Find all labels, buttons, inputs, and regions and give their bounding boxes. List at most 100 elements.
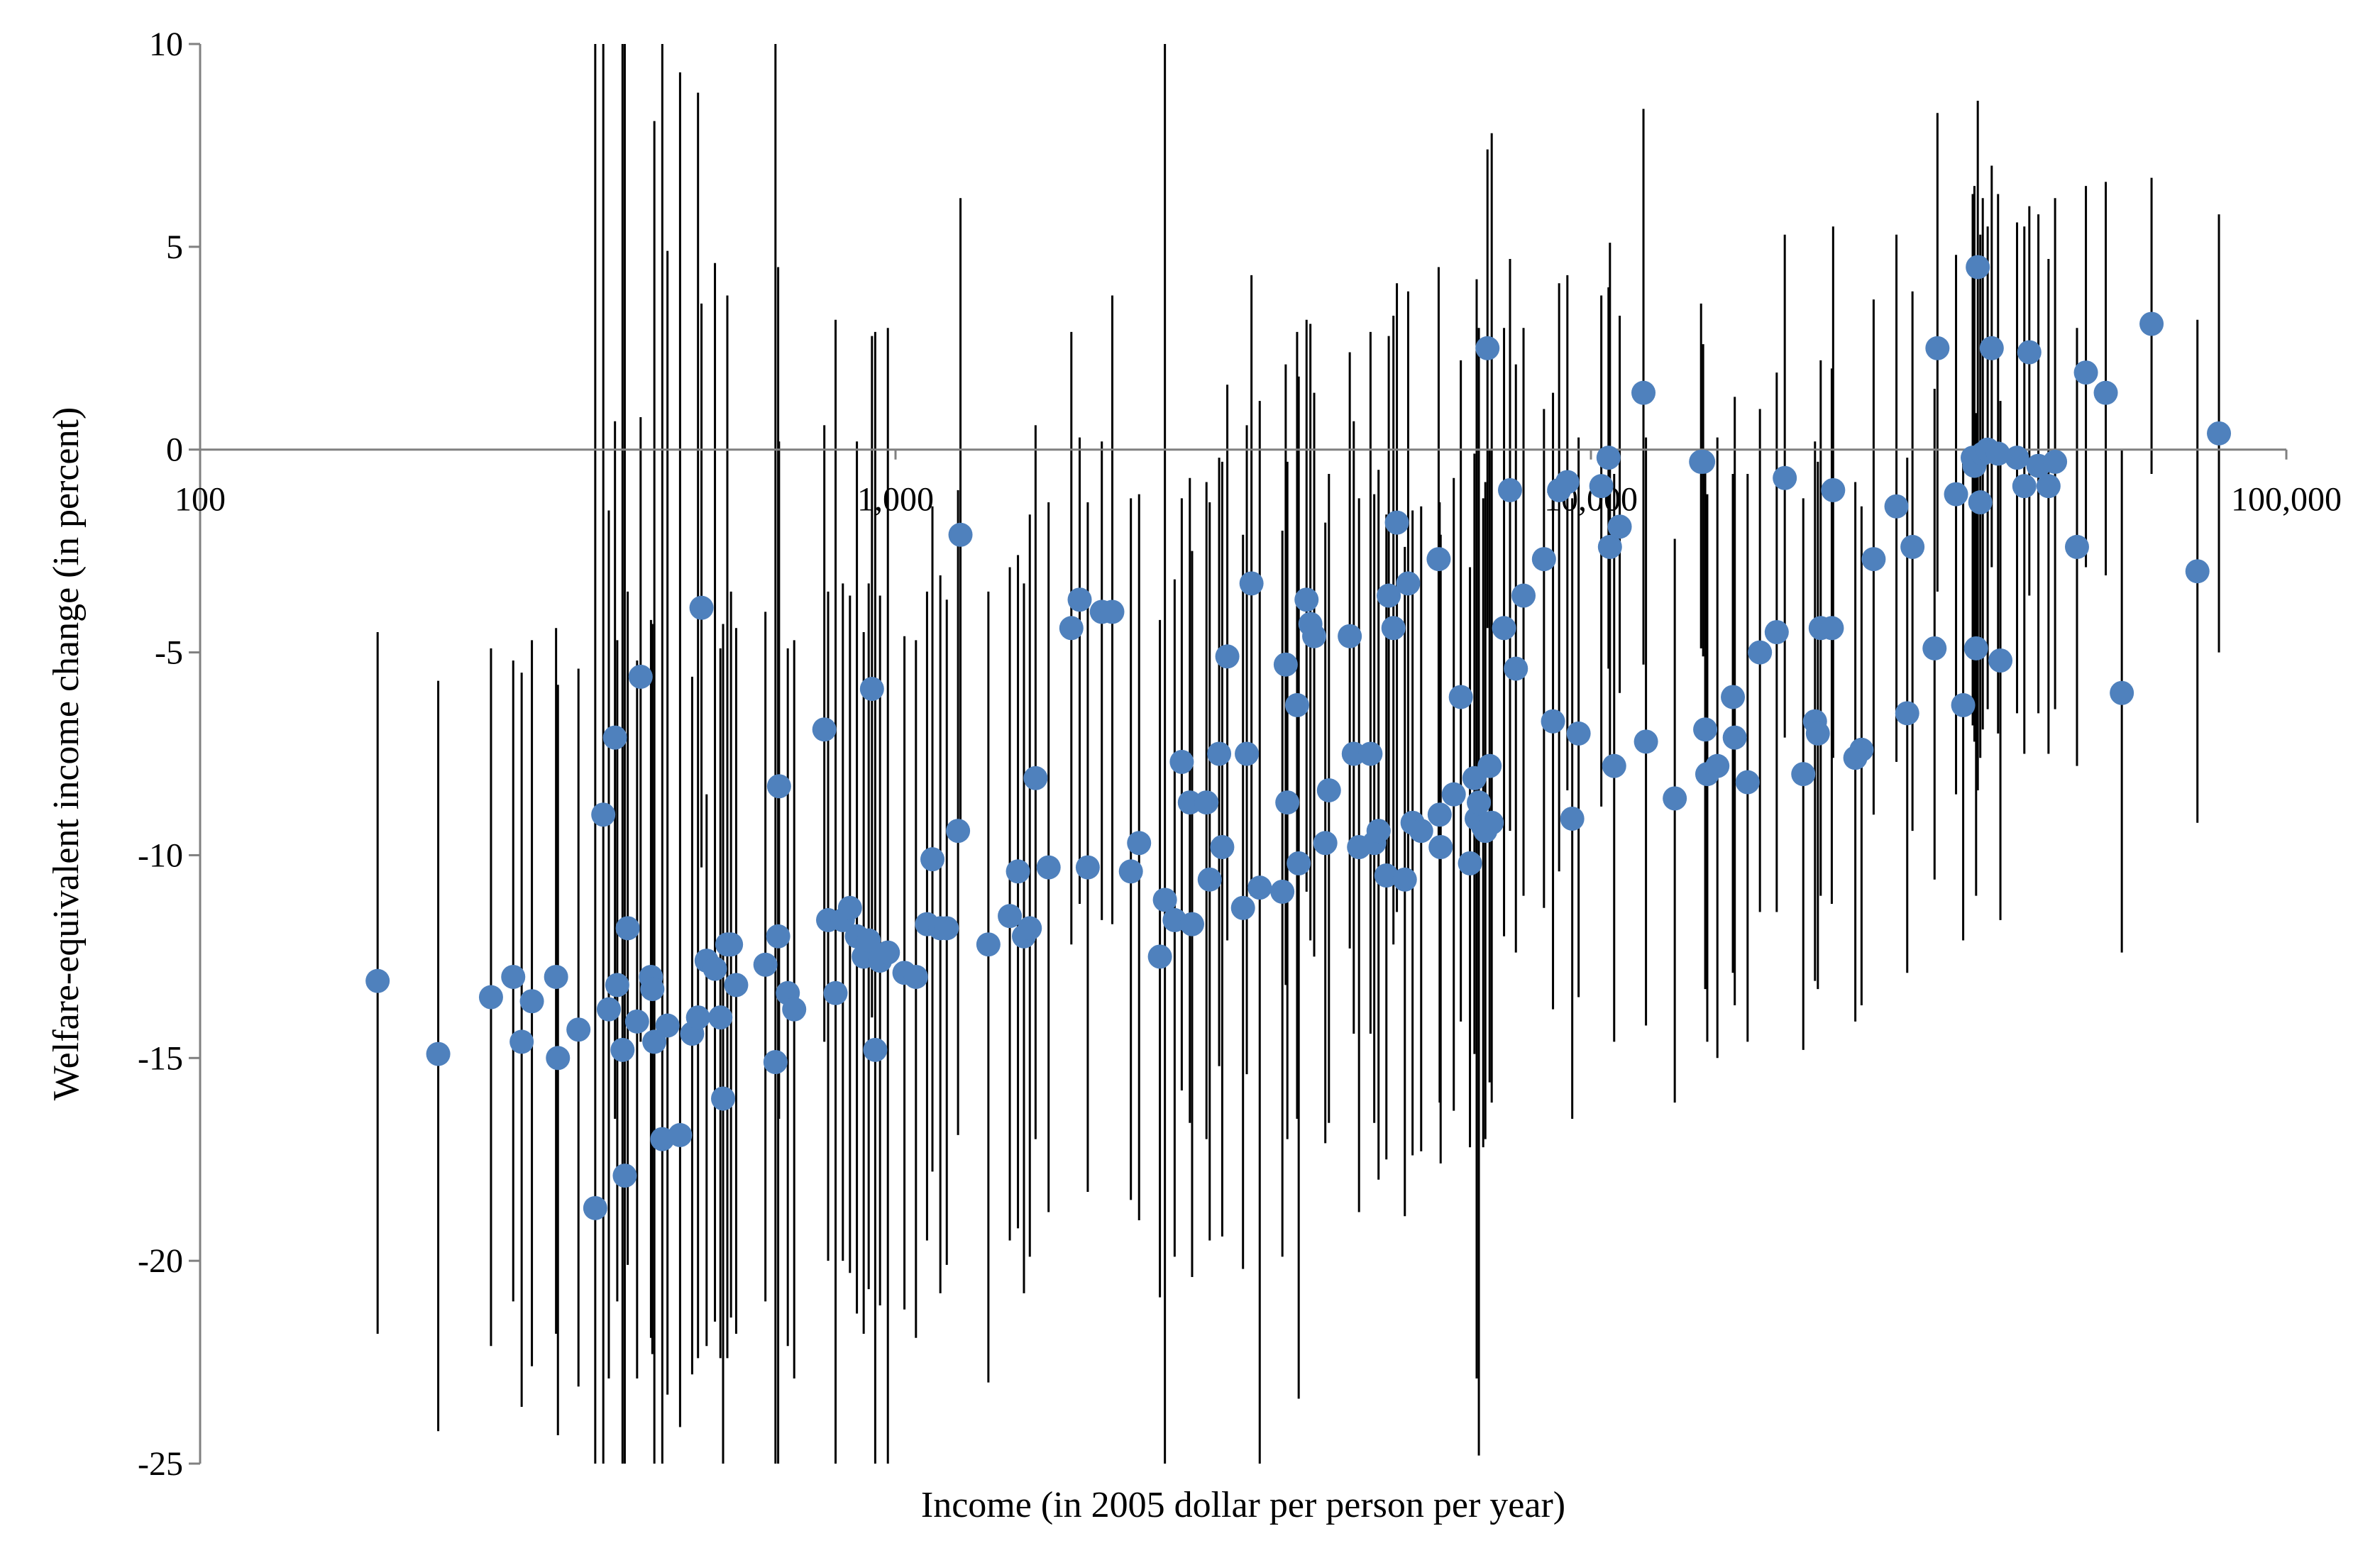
- data-point: [1275, 790, 1300, 815]
- data-point: [1023, 766, 1048, 790]
- data-point: [1428, 834, 1453, 859]
- x-axis-title: Income (in 2005 dollar per person per ye…: [921, 1485, 1565, 1525]
- data-point: [1475, 336, 1500, 360]
- data-point: [1247, 875, 1272, 900]
- data-point: [1409, 819, 1433, 844]
- data-point: [596, 997, 621, 1022]
- data-point: [1963, 636, 1988, 661]
- y-tick-label: 5: [166, 228, 183, 266]
- data-point: [2043, 449, 2068, 474]
- data-point: [1663, 786, 1687, 811]
- data-point: [1805, 721, 1830, 746]
- data-point: [1294, 587, 1319, 612]
- data-point: [1819, 616, 1844, 641]
- data-point: [703, 956, 727, 981]
- data-point: [1366, 819, 1391, 844]
- data-point: [1607, 514, 1632, 539]
- error-bars: [376, 44, 2220, 1464]
- data-point: [1448, 685, 1473, 709]
- data-point: [1067, 587, 1092, 612]
- data-point: [1381, 616, 1406, 641]
- data-point: [920, 847, 945, 872]
- data-point: [1338, 624, 1362, 648]
- data-point: [1691, 449, 1716, 474]
- data-point: [1504, 656, 1528, 681]
- data-point: [1207, 741, 1232, 766]
- data-point: [812, 717, 837, 742]
- data-point: [859, 677, 884, 702]
- data-point: [1179, 912, 1204, 936]
- data-point: [766, 924, 790, 949]
- y-axis-title: Welfare-equivalent income change (in per…: [46, 407, 87, 1101]
- data-point: [640, 977, 665, 1002]
- data-point: [1693, 717, 1718, 742]
- data-point: [1235, 741, 1260, 766]
- data-point: [1821, 477, 1846, 502]
- data-point: [591, 802, 616, 827]
- data-point: [605, 973, 629, 997]
- data-point: [1597, 534, 1622, 559]
- data-point: [1705, 753, 1730, 778]
- data-point: [1480, 810, 1504, 835]
- data-point: [1722, 725, 1747, 750]
- data-point: [719, 932, 744, 957]
- data-point: [1075, 855, 1100, 880]
- data-point: [1147, 944, 1172, 969]
- y-tick-label: -15: [138, 1039, 183, 1077]
- data-point: [1602, 753, 1626, 778]
- y-tick-label: -10: [138, 836, 183, 874]
- data-point: [1895, 701, 1919, 726]
- data-point: [1849, 737, 1874, 762]
- data-point: [2207, 421, 2232, 446]
- data-point: [610, 1037, 635, 1062]
- data-point: [1358, 741, 1383, 766]
- data-point: [1392, 867, 1417, 892]
- data-point: [753, 952, 778, 977]
- data-point: [763, 1050, 788, 1075]
- data-point: [2110, 680, 2134, 705]
- data-point: [501, 964, 526, 989]
- data-point: [615, 916, 640, 941]
- data-point: [668, 1122, 693, 1147]
- data-point: [1497, 477, 1522, 502]
- data-point: [655, 1013, 680, 1038]
- data-point: [782, 997, 807, 1022]
- data-point: [1560, 806, 1585, 831]
- data-point: [2005, 446, 2029, 470]
- data-point: [426, 1041, 451, 1066]
- y-tick-label: -5: [155, 634, 183, 672]
- data-point: [365, 968, 390, 993]
- data-point: [711, 1086, 736, 1111]
- data-point: [583, 1195, 607, 1220]
- data-point: [628, 664, 653, 689]
- data-point: [1152, 888, 1177, 912]
- data-point: [1384, 510, 1409, 535]
- data-point: [1239, 571, 1264, 596]
- data-point: [509, 1029, 534, 1054]
- data-point: [1177, 790, 1202, 815]
- y-tick-label: 0: [166, 431, 183, 469]
- data-point: [1018, 916, 1042, 941]
- data-point: [1287, 851, 1311, 875]
- data-point: [976, 932, 1001, 957]
- data-point: [1511, 583, 1536, 608]
- data-point: [624, 1009, 649, 1034]
- data-point: [1922, 636, 1947, 661]
- data-point: [1341, 741, 1366, 766]
- data-point: [685, 1005, 710, 1030]
- data-point: [1566, 721, 1591, 746]
- data-point: [823, 980, 848, 1005]
- y-axis-ticks: 10 5 0 -5 -10 -15 -20 -25: [138, 26, 200, 1483]
- data-point: [1988, 648, 2013, 673]
- data-point: [1589, 474, 1614, 499]
- data-point: [1944, 482, 1968, 507]
- data-point: [519, 989, 544, 1014]
- data-point: [1230, 895, 1255, 920]
- data-point: [903, 964, 928, 989]
- data-point: [1979, 336, 2004, 360]
- data-point: [602, 725, 627, 750]
- data-point: [1985, 441, 2010, 466]
- data-point: [724, 973, 749, 997]
- data-point: [1492, 616, 1516, 641]
